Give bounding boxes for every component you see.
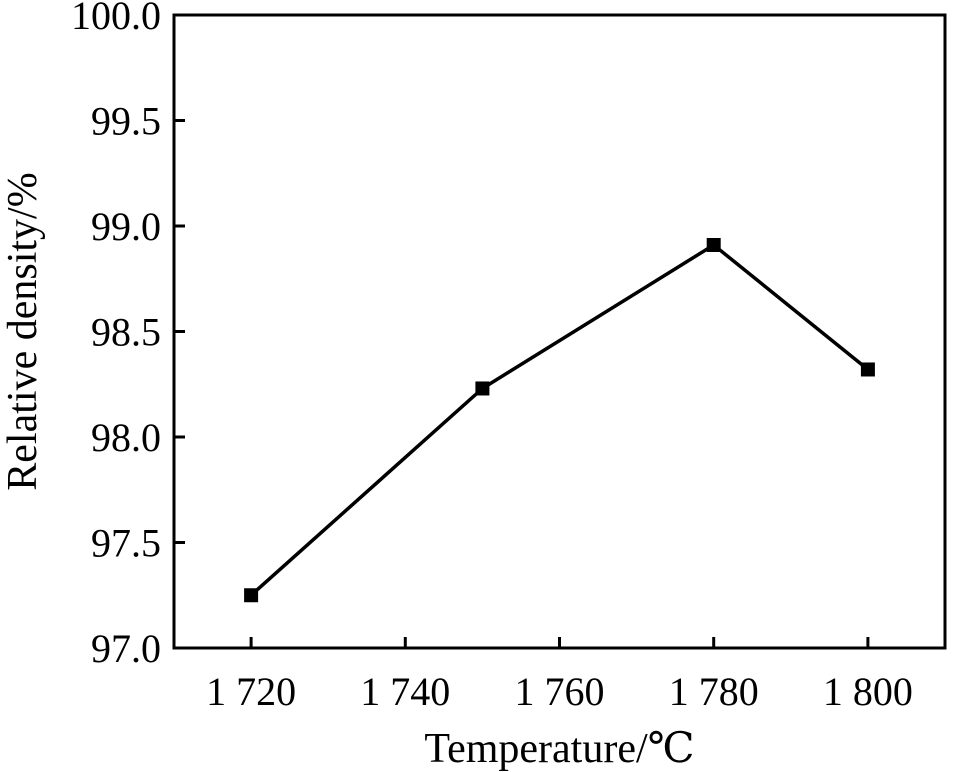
x-tick-label: 1 800	[823, 669, 913, 714]
data-point	[706, 237, 721, 252]
series-line	[249, 242, 869, 597]
x-axis-ticks: 1 720 1 740 1 760 1 780 1 800	[206, 637, 913, 714]
y-axis-ticks: 97.0 97.5 98.0 98.5 99.0 99.5 100.0	[71, 0, 185, 671]
x-axis-title: Temperature/℃	[424, 726, 694, 772]
x-tick-label: 1 760	[515, 669, 605, 714]
y-tick-label: 97.0	[91, 626, 161, 671]
x-tick-label: 1 720	[206, 669, 296, 714]
y-tick-label: 98.5	[91, 310, 161, 355]
y-tick-label: 99.5	[91, 99, 161, 144]
y-tick-label: 99.0	[91, 204, 161, 249]
plot-frame	[172, 13, 947, 650]
y-tick-label: 100.0	[71, 0, 161, 38]
y-tick-label: 97.5	[91, 521, 161, 566]
y-tick-label: 98.0	[91, 415, 161, 460]
x-tick-label: 1 740	[360, 669, 450, 714]
data-point	[475, 381, 490, 396]
y-axis-title: Relative density/%	[0, 172, 46, 490]
data-point	[244, 588, 259, 603]
x-tick-label: 1 780	[669, 669, 759, 714]
data-point	[860, 362, 875, 377]
series-layer	[244, 237, 875, 603]
